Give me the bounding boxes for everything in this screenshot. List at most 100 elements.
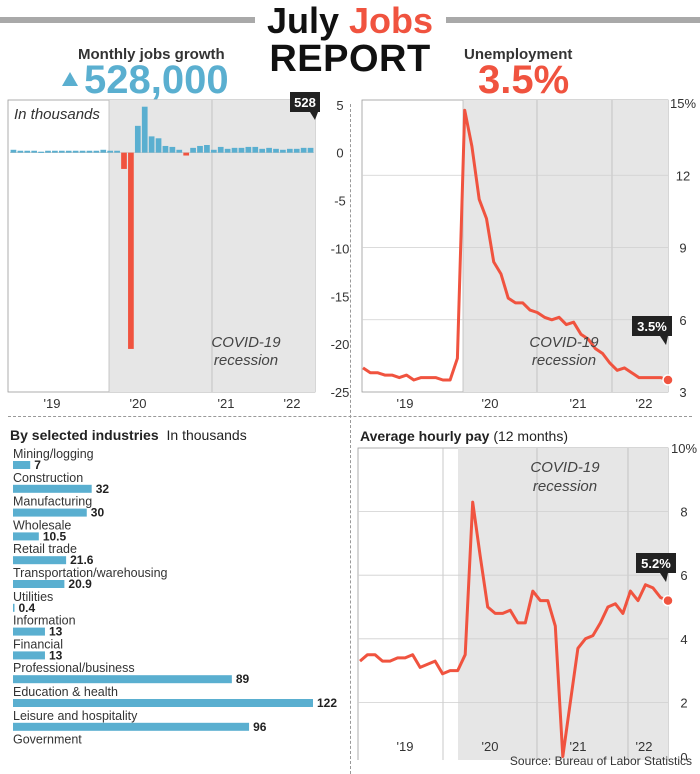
industries-heading: By selected industries In thousands	[10, 427, 247, 443]
x-tick-label: '21	[218, 396, 235, 410]
industry-label: Information	[13, 614, 76, 628]
jobs-bar	[79, 150, 86, 153]
hourly-pay-chart: COVID-19 recession 10% 8 6 4 2 0 '19 '20 '21 '22…	[357, 441, 697, 760]
industry-value-label: 7	[34, 458, 41, 472]
source-note: Source: Bureau of Labor Statistics	[509, 754, 692, 768]
jobs-bar	[134, 125, 141, 153]
latest-value-callout: 3.5%	[632, 316, 672, 345]
unemployment-label: Unemployment	[464, 46, 573, 63]
y-tick-label: 0	[680, 750, 687, 760]
callout-text: 5.2%	[641, 556, 671, 571]
page-title: July Jobs	[0, 0, 700, 42]
y-tick-label: 6	[679, 313, 686, 328]
jobs-bar	[190, 147, 196, 153]
jobs-bar	[93, 150, 100, 153]
title-july: July	[266, 0, 339, 41]
jobs-bar	[58, 150, 65, 153]
jobs-bar	[114, 150, 120, 153]
industry-label: Mining/logging	[13, 447, 94, 461]
jobs-bar	[100, 149, 107, 153]
jobs-bar	[45, 150, 51, 153]
industry-label: Financial	[13, 637, 63, 651]
jobs-growth-chart: In thousands COVID-19 recession 5 0 -5 -10 -…	[7, 92, 350, 410]
y-tick-label: 12	[676, 168, 690, 183]
industry-value-label: 57	[157, 744, 171, 746]
industry-value-label: 13	[49, 648, 63, 662]
jobs-bar	[210, 149, 217, 153]
industry-label: Wholesale	[13, 518, 71, 532]
callout-text: 3.5%	[637, 319, 667, 334]
x-tick-label: '19	[44, 396, 61, 410]
divider-vertical	[350, 104, 351, 774]
industry-bar	[13, 675, 232, 684]
jobs-bar	[10, 149, 17, 153]
y-tick-label: 3	[679, 385, 686, 400]
recession-shade	[463, 100, 668, 392]
y-tick-label: 6	[680, 568, 687, 583]
jobs-bar	[217, 146, 224, 153]
jobs-bar	[86, 150, 93, 153]
industry-bar	[13, 651, 45, 660]
y-tick-label: -5	[334, 194, 346, 209]
y-tick-label: 15%	[670, 96, 696, 111]
recession-label-line1: COVID-19	[530, 459, 600, 476]
y-tick-label: 9	[679, 241, 686, 256]
x-tick-label: '22	[636, 396, 653, 410]
jobs-bar	[38, 151, 44, 153]
x-tick-label: '19	[397, 396, 414, 410]
industry-value-label: 10.5	[43, 529, 67, 543]
jobs-bar	[176, 149, 183, 153]
jobs-bar	[24, 150, 31, 153]
industry-value-label: 30	[91, 506, 105, 520]
jobs-bar	[183, 152, 190, 156]
industry-value-label: 0.4	[19, 601, 36, 615]
jobs-bar	[259, 148, 266, 153]
industries-unit: In thousands	[166, 427, 247, 443]
recession-label-line2: recession	[533, 478, 597, 495]
recession-label-line2: recession	[214, 352, 278, 369]
y-tick-label: -15	[331, 289, 350, 304]
header-rule-left	[0, 17, 255, 23]
industry-bar	[13, 580, 65, 588]
jobs-bar	[197, 145, 203, 153]
industry-label: Utilities	[13, 590, 53, 604]
latest-value-callout: 528	[290, 92, 320, 120]
industry-value-label: 32	[96, 482, 110, 496]
x-tick-label: '22	[284, 396, 301, 410]
page-title-line2: REPORT	[269, 38, 431, 80]
industry-label: Education & health	[13, 685, 118, 699]
industry-bar	[13, 484, 92, 493]
up-arrow-icon	[62, 72, 78, 86]
divider-horizontal	[8, 416, 692, 417]
pay-chart-title-suffix: (12 months)	[493, 428, 569, 444]
jobs-bar	[155, 138, 162, 153]
industry-label: Government	[13, 733, 82, 746]
unemployment-value: 3.5%	[478, 58, 570, 102]
jobs-bar	[107, 150, 114, 153]
jobs-bar	[300, 147, 307, 153]
jobs-bar	[204, 144, 210, 153]
jobs-bar	[121, 152, 127, 169]
industry-bar	[13, 603, 15, 612]
industry-bar	[13, 508, 87, 517]
unemployment-chart: COVID-19 recession 15% 12 9 6 3 '19 '20 '21 '22…	[361, 96, 696, 410]
recession-label-line1: COVID-19	[211, 334, 281, 351]
industries-title: By selected industries	[10, 427, 159, 443]
industry-label: Manufacturing	[13, 495, 92, 509]
y-tick-label: -25	[331, 385, 350, 400]
jobs-bar	[224, 148, 231, 153]
latest-point	[662, 374, 674, 386]
jobs-bar	[148, 136, 155, 153]
industry-value-label: 122	[317, 696, 337, 710]
industry-value-label: 89	[236, 672, 250, 686]
jobs-bar	[245, 146, 252, 153]
jobs-bar	[72, 150, 79, 153]
y-tick-label: 2	[680, 695, 687, 710]
recession-label-line1: COVID-19	[529, 334, 599, 351]
jobs-bar	[128, 152, 134, 349]
industry-label: Leisure and hospitality	[13, 709, 138, 723]
hourly-pay-line	[359, 500, 669, 758]
industry-bar	[13, 532, 39, 541]
industry-label: Transportation/warehousing	[13, 566, 168, 580]
pay-chart-heading: Average hourly pay (12 months)	[360, 428, 568, 444]
